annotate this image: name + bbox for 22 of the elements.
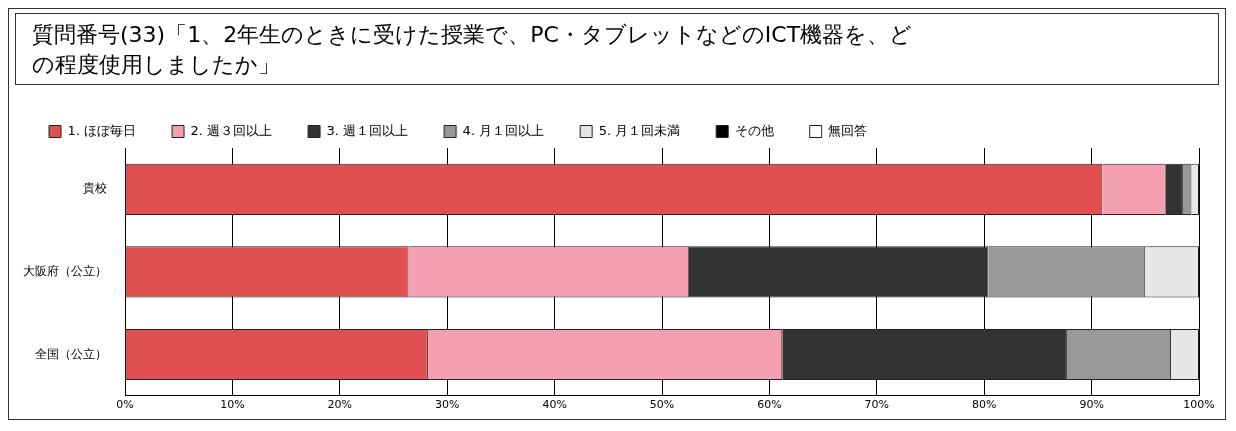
- x-tick-label: 70%: [864, 398, 890, 412]
- legend-label: その他: [734, 122, 774, 138]
- legend-label: 無回答: [828, 122, 868, 138]
- y-tick-label: 全国（公立）: [35, 346, 107, 361]
- y-tick-label: 貴校: [83, 181, 107, 196]
- x-tick-label: 30%: [434, 398, 460, 412]
- x-tick-label: 80%: [971, 398, 997, 412]
- legend-label: 4. 月１回以上: [462, 122, 545, 138]
- x-tick-label: 0%: [116, 398, 134, 412]
- x-tick-label: 60%: [757, 398, 782, 412]
- chart-title: 質問番号(33)「1、2年生のときに受けた授業で、PC・タブレットなどのICT機器を、どの程度使用しましたか」: [32, 21, 914, 79]
- x-tick-label: 100%: [1183, 398, 1215, 412]
- legend-label: 1. ほぼ毎日: [67, 122, 137, 138]
- legend-label: 2. 週３回以上: [190, 122, 273, 138]
- x-tick-label: 90%: [1079, 398, 1104, 412]
- legend-label: 5. 月１回未満: [598, 122, 681, 138]
- x-tick-label: 50%: [649, 398, 675, 412]
- x-tick-label: 40%: [542, 398, 567, 412]
- y-tick-label: 大阪府（公立）: [23, 264, 107, 279]
- x-tick-label: 10%: [220, 398, 245, 412]
- legend-label: 3. 週１回以上: [326, 122, 409, 138]
- x-tick-label: 20%: [327, 398, 353, 412]
